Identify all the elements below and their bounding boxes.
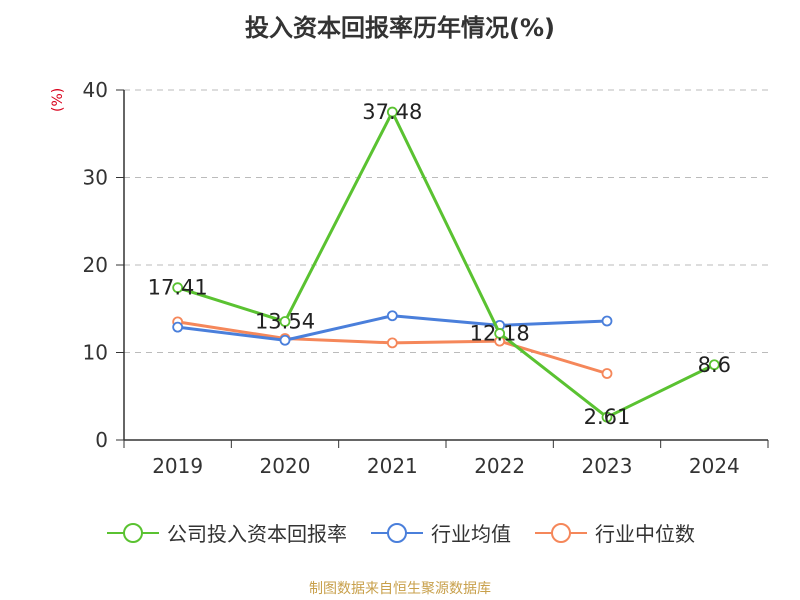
y-tick-label: 40 (83, 78, 108, 102)
data-point-0 (601, 411, 613, 423)
y-tick-label: 10 (83, 341, 108, 365)
x-tick-label: 2020 (260, 454, 311, 478)
legend-label-company: 公司投入资本回报率 (167, 522, 347, 546)
legend: 公司投入资本回报率 行业均值 行业中位数 (0, 518, 800, 547)
data-label: 37.48 (362, 100, 422, 124)
data-point-0 (494, 328, 506, 339)
legend-label-industry-mean: 行业均值 (431, 522, 511, 546)
data-label: 13.54 (255, 310, 315, 334)
legend-marker-industry-median (535, 522, 587, 543)
x-tick-label: 2023 (582, 454, 633, 478)
data-point-0 (172, 282, 184, 294)
data-point-2 (386, 337, 398, 349)
data-point-1 (172, 321, 184, 333)
data-point-1 (279, 334, 291, 346)
data-point-0 (708, 359, 720, 371)
data-point-1 (601, 315, 613, 327)
data-point-1 (386, 310, 398, 322)
x-tick-label: 2019 (152, 454, 203, 478)
data-label: 8.6 (698, 353, 731, 377)
x-tick-label: 2021 (367, 454, 418, 478)
data-label: 17.41 (148, 276, 208, 300)
legend-item-industry-median[interactable]: 行业中位数 (533, 518, 695, 547)
data-point-0 (386, 106, 398, 118)
chart-title: 投入资本回报率历年情况(%) (245, 14, 555, 42)
legend-item-company[interactable]: 公司投入资本回报率 (105, 518, 347, 547)
data-point-2 (601, 368, 613, 379)
data-point-0 (279, 316, 291, 327)
data-label: 2.61 (584, 405, 631, 429)
legend-marker-industry-mean (371, 522, 423, 543)
source-note: 制图数据来自恒生聚源数据库 (309, 581, 491, 597)
x-tick-label: 2024 (689, 454, 740, 478)
data-label: 12.18 (470, 321, 530, 345)
series-line-0 (177, 110, 715, 419)
legend-item-industry-mean[interactable]: 行业均值 (369, 518, 511, 547)
y-tick-label: 0 (95, 428, 108, 452)
legend-label-industry-median: 行业中位数 (595, 522, 695, 546)
legend-marker-company (107, 522, 159, 543)
y-tick-label: 20 (83, 253, 108, 277)
x-tick-label: 2022 (474, 454, 525, 478)
y-tick-label: 30 (83, 166, 108, 190)
